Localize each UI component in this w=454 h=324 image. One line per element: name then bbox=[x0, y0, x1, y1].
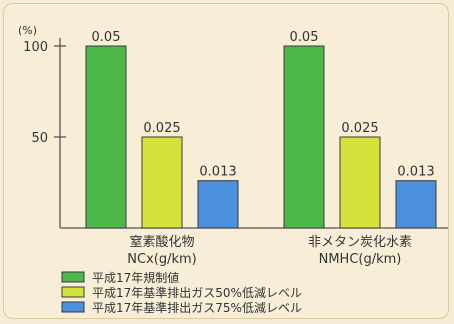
legend-label-2: 平成17年基準排出ガス75%低減レベル bbox=[92, 300, 302, 315]
bar-value-label-0-0: 0.05 bbox=[92, 30, 121, 45]
bar-0-1 bbox=[141, 136, 183, 229]
y-axis-unit-label: (%) bbox=[18, 24, 37, 37]
category-label-0: 窒素酸化物 bbox=[129, 234, 194, 250]
bar-0-0 bbox=[85, 45, 127, 229]
bar-value-label-0-2: 0.013 bbox=[199, 165, 236, 180]
category-label-1: 非メタン炭化水素 bbox=[308, 235, 412, 250]
bars: 0.05 0.025 0.013 窒素酸化物 NCx(g/km) 0.05 0.025 0.0… bbox=[85, 30, 437, 267]
legend-label-1: 平成17年基準排出ガス50%低減レベル bbox=[92, 285, 302, 300]
bar-value-label-1-2: 0.013 bbox=[397, 165, 434, 180]
bar-value-label-1-0: 0.05 bbox=[290, 30, 319, 45]
bar-1-0 bbox=[283, 45, 325, 229]
y-tick-label-0: 100 bbox=[23, 40, 48, 55]
bar-value-label-0-1: 0.025 bbox=[143, 121, 180, 136]
bar-1-2 bbox=[395, 180, 437, 229]
legend-swatch-0 bbox=[61, 271, 85, 283]
category-unit-label-1: NMHC(g/km) bbox=[319, 252, 402, 267]
legend: 平成17年規制値平成17年基準排出ガス50%低減レベル平成17年基準排出ガス75… bbox=[61, 270, 302, 315]
bar-1-1 bbox=[339, 136, 381, 229]
y-tick-label-1: 50 bbox=[31, 131, 48, 146]
bar-value-label-1-1: 0.025 bbox=[341, 121, 378, 136]
legend-swatch-1 bbox=[61, 286, 85, 298]
bar-0-2 bbox=[197, 180, 239, 229]
category-unit-label-0: NCx(g/km) bbox=[127, 252, 196, 267]
legend-label-0: 平成17年規制値 bbox=[92, 270, 179, 285]
legend-swatch-2 bbox=[61, 301, 85, 313]
